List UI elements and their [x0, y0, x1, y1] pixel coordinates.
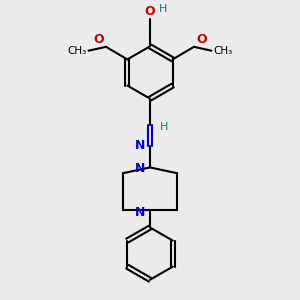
Text: CH₃: CH₃ — [68, 46, 87, 56]
Text: O: O — [196, 33, 206, 46]
Text: N: N — [135, 206, 145, 219]
Text: H: H — [159, 4, 167, 14]
Text: CH₃: CH₃ — [213, 46, 232, 56]
Text: O: O — [145, 5, 155, 18]
Text: N: N — [135, 162, 145, 175]
Text: O: O — [94, 33, 104, 46]
Text: H: H — [160, 122, 168, 132]
Text: N: N — [135, 139, 145, 152]
